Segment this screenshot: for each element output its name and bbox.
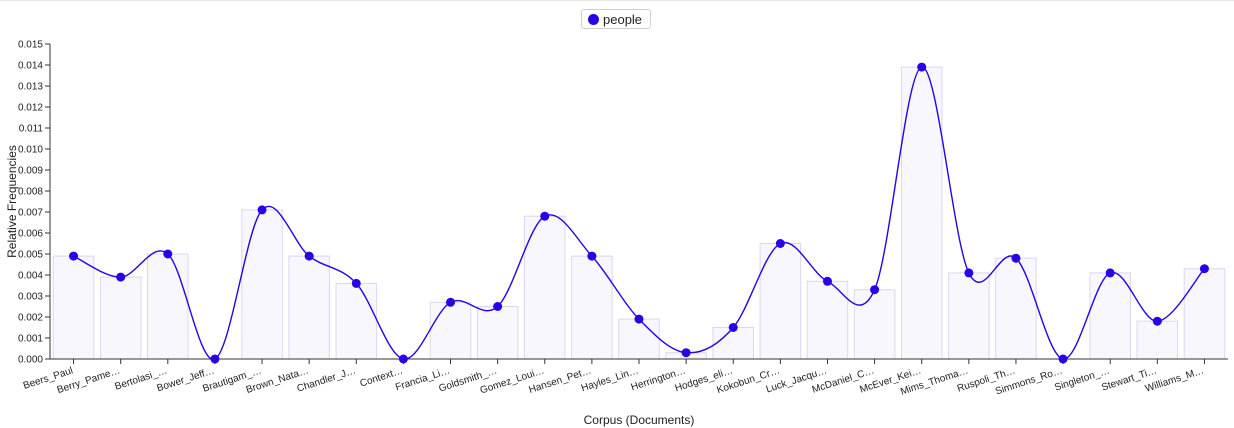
bar xyxy=(241,209,283,360)
y-tick-label: 0.006 xyxy=(18,229,43,240)
bar xyxy=(853,289,896,360)
bar xyxy=(99,276,142,360)
data-point xyxy=(1058,354,1068,364)
data-point xyxy=(587,251,597,261)
data-point xyxy=(210,354,220,364)
bar xyxy=(948,272,990,360)
bar xyxy=(335,282,378,360)
bar xyxy=(1089,272,1131,360)
data-point xyxy=(163,249,173,259)
data-point xyxy=(775,239,785,248)
bar xyxy=(995,257,1037,360)
bar xyxy=(712,327,755,360)
data-point xyxy=(728,323,738,332)
data-point xyxy=(257,205,267,215)
data-point xyxy=(1199,264,1209,274)
y-tick-label: 0.002 xyxy=(18,313,43,324)
data-point xyxy=(822,276,832,286)
data-point xyxy=(69,251,79,261)
y-tick-label: 0.007 xyxy=(18,208,43,219)
y-tick-label: 0.015 xyxy=(18,40,43,51)
bar xyxy=(618,318,660,360)
data-point xyxy=(681,348,691,358)
bar xyxy=(759,243,802,360)
y-tick-label: 0.012 xyxy=(18,103,43,114)
data-point xyxy=(351,278,361,288)
data-point xyxy=(917,62,927,72)
bar xyxy=(523,215,566,360)
x-axis-title: Corpus (Documents) xyxy=(584,413,695,427)
y-tick-label: 0.005 xyxy=(18,250,43,261)
data-point xyxy=(1011,253,1021,263)
legend[interactable]: people xyxy=(581,9,652,29)
y-tick-label: 0.013 xyxy=(18,82,43,93)
legend-swatch-icon xyxy=(588,13,599,25)
data-point xyxy=(116,272,126,282)
bar xyxy=(52,255,95,360)
y-tick-label: 0.004 xyxy=(18,271,43,282)
bar xyxy=(900,66,943,360)
y-tick-label: 0.008 xyxy=(18,187,43,198)
bar xyxy=(1136,320,1179,360)
bar xyxy=(1183,268,1226,360)
y-tick-label: 0.011 xyxy=(19,124,44,135)
y-tick-label: 0.001 xyxy=(18,334,43,345)
bar xyxy=(476,306,519,360)
data-point xyxy=(634,314,644,324)
data-point xyxy=(540,211,550,221)
data-point xyxy=(964,268,974,278)
data-point xyxy=(1152,316,1162,326)
bar xyxy=(571,255,613,360)
y-tick-label: 0.010 xyxy=(18,145,43,156)
bar xyxy=(288,255,330,360)
bar xyxy=(429,301,472,360)
y-tick-label: 0.014 xyxy=(18,61,43,72)
bar xyxy=(147,253,189,360)
y-tick-label: 0.009 xyxy=(18,166,43,177)
data-point xyxy=(1105,268,1115,278)
y-tick-label: 0.000 xyxy=(18,355,43,366)
bar xyxy=(806,280,849,360)
data-point xyxy=(446,297,456,307)
data-point xyxy=(493,302,503,311)
y-axis-title: Relative Frequencies xyxy=(5,145,19,258)
data-point xyxy=(304,251,314,261)
data-point xyxy=(398,354,408,364)
y-tick-label: 0.003 xyxy=(18,292,43,303)
legend-label: people xyxy=(603,11,643,27)
data-point xyxy=(870,285,880,295)
